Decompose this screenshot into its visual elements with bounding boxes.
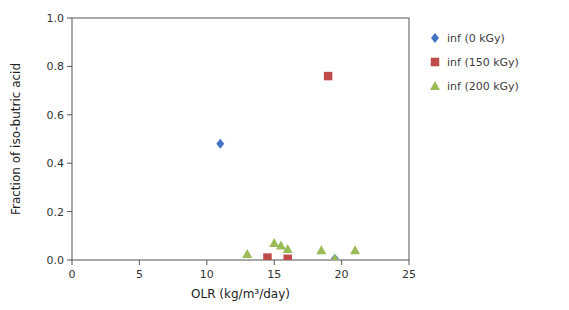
- y-tick-label: 0.6: [47, 109, 65, 122]
- y-tick: [67, 18, 72, 19]
- x-tick-label: 0: [69, 268, 76, 281]
- legend-marker: [431, 33, 439, 43]
- y-tick: [67, 163, 72, 164]
- point: [316, 245, 326, 254]
- legend-label: inf (150 kGy): [447, 56, 519, 69]
- y-tick-label: 0.2: [47, 206, 65, 219]
- point: [263, 253, 272, 260]
- point: [283, 244, 293, 253]
- y-tick: [67, 66, 72, 67]
- legend-label: inf (0 kGy): [447, 32, 505, 45]
- point: [276, 240, 286, 249]
- point: [269, 238, 279, 247]
- point: [242, 249, 252, 258]
- point: [216, 139, 224, 149]
- x-tick: [409, 260, 410, 265]
- chart: 0 5 10 15 20 25 0.0 0.2 0.4 0.6 0.8 1.0 OLR (kg/m³/d…: [0, 0, 569, 310]
- y-tick: [67, 114, 72, 115]
- x-tick-label: 5: [136, 268, 143, 281]
- axes: 0 5 10 15 20 25 0.0 0.2 0.4 0.6 0.8 1.0: [47, 12, 417, 281]
- x-tick: [274, 260, 275, 265]
- points: [216, 72, 360, 260]
- x-tick: [72, 260, 73, 265]
- legend: inf (0 kGy) inf (150 kGy) inf (200 kGy): [430, 32, 519, 93]
- x-tick: [206, 260, 207, 265]
- x-tick-label: 10: [200, 268, 214, 281]
- x-tick: [341, 260, 342, 265]
- y-tick-label: 0.4: [47, 157, 65, 170]
- point: [324, 72, 333, 81]
- x-tick-label: 15: [267, 268, 281, 281]
- point: [263, 254, 271, 260]
- x-axis-label: OLR (kg/m³/day): [191, 287, 290, 301]
- point: [350, 245, 360, 254]
- y-tick: [67, 260, 72, 261]
- y-axis-label: Fraction of iso-butric acid: [9, 63, 23, 215]
- plot-frame: [72, 18, 409, 260]
- series: [242, 238, 360, 260]
- series: [216, 139, 339, 260]
- legend-label: inf (200 kGy): [447, 80, 519, 93]
- point: [283, 255, 292, 260]
- y-tick-label: 0.8: [47, 60, 65, 73]
- x-tick-label: 20: [335, 268, 349, 281]
- legend-marker: [430, 81, 440, 90]
- x-tick-label: 25: [402, 268, 416, 281]
- y-tick-label: 0.0: [47, 254, 65, 267]
- y-tick-label: 1.0: [47, 12, 65, 25]
- series: [263, 72, 332, 260]
- legend-marker: [431, 58, 440, 67]
- y-tick: [67, 211, 72, 212]
- x-tick: [139, 260, 140, 265]
- point: [330, 254, 340, 260]
- point: [331, 254, 339, 260]
